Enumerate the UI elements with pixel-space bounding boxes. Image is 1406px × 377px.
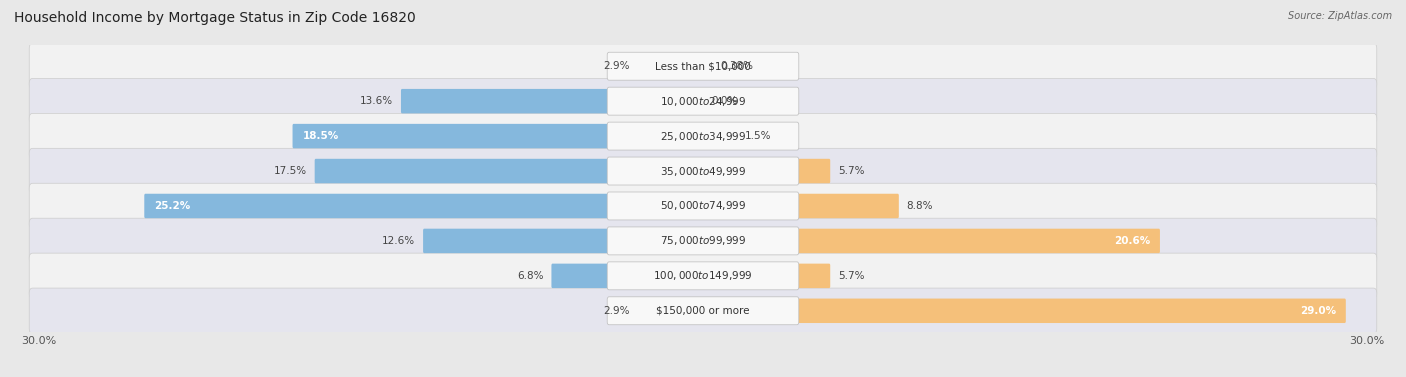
- FancyBboxPatch shape: [607, 52, 799, 80]
- Text: 29.0%: 29.0%: [1299, 306, 1336, 316]
- Text: 18.5%: 18.5%: [302, 131, 339, 141]
- FancyBboxPatch shape: [702, 299, 1346, 323]
- Text: 6.8%: 6.8%: [517, 271, 544, 281]
- Text: 2.9%: 2.9%: [603, 61, 630, 71]
- Text: 17.5%: 17.5%: [274, 166, 307, 176]
- FancyBboxPatch shape: [638, 299, 704, 323]
- Text: 2.9%: 2.9%: [603, 306, 630, 316]
- Text: $50,000 to $74,999: $50,000 to $74,999: [659, 199, 747, 213]
- FancyBboxPatch shape: [423, 229, 704, 253]
- Text: $35,000 to $49,999: $35,000 to $49,999: [659, 164, 747, 178]
- FancyBboxPatch shape: [702, 229, 1160, 253]
- Text: 12.6%: 12.6%: [382, 236, 415, 246]
- Text: Household Income by Mortgage Status in Zip Code 16820: Household Income by Mortgage Status in Z…: [14, 11, 416, 25]
- Text: Less than $10,000: Less than $10,000: [655, 61, 751, 71]
- Text: 20.6%: 20.6%: [1114, 236, 1150, 246]
- Text: 13.6%: 13.6%: [360, 96, 394, 106]
- FancyBboxPatch shape: [30, 148, 1376, 194]
- Text: 5.7%: 5.7%: [838, 166, 865, 176]
- Text: $150,000 or more: $150,000 or more: [657, 306, 749, 316]
- FancyBboxPatch shape: [30, 113, 1376, 159]
- Text: $10,000 to $24,999: $10,000 to $24,999: [659, 95, 747, 108]
- FancyBboxPatch shape: [30, 288, 1376, 334]
- FancyBboxPatch shape: [30, 253, 1376, 299]
- FancyBboxPatch shape: [607, 297, 799, 325]
- FancyBboxPatch shape: [401, 89, 704, 113]
- FancyBboxPatch shape: [30, 78, 1376, 124]
- FancyBboxPatch shape: [702, 124, 737, 148]
- FancyBboxPatch shape: [607, 87, 799, 115]
- FancyBboxPatch shape: [702, 159, 830, 183]
- FancyBboxPatch shape: [638, 54, 704, 78]
- FancyBboxPatch shape: [315, 159, 704, 183]
- FancyBboxPatch shape: [30, 218, 1376, 264]
- Text: $75,000 to $99,999: $75,000 to $99,999: [659, 234, 747, 247]
- FancyBboxPatch shape: [607, 122, 799, 150]
- FancyBboxPatch shape: [145, 194, 704, 218]
- FancyBboxPatch shape: [551, 264, 704, 288]
- FancyBboxPatch shape: [702, 54, 713, 78]
- FancyBboxPatch shape: [30, 43, 1376, 89]
- Text: 0.0%: 0.0%: [711, 96, 738, 106]
- FancyBboxPatch shape: [292, 124, 704, 148]
- Text: 8.8%: 8.8%: [907, 201, 934, 211]
- Text: Source: ZipAtlas.com: Source: ZipAtlas.com: [1288, 11, 1392, 21]
- FancyBboxPatch shape: [607, 227, 799, 255]
- Text: $25,000 to $34,999: $25,000 to $34,999: [659, 130, 747, 143]
- Text: 25.2%: 25.2%: [155, 201, 190, 211]
- FancyBboxPatch shape: [702, 264, 830, 288]
- Text: $100,000 to $149,999: $100,000 to $149,999: [654, 269, 752, 282]
- Text: 0.38%: 0.38%: [720, 61, 754, 71]
- Text: 5.7%: 5.7%: [838, 271, 865, 281]
- FancyBboxPatch shape: [607, 157, 799, 185]
- FancyBboxPatch shape: [607, 262, 799, 290]
- FancyBboxPatch shape: [702, 194, 898, 218]
- FancyBboxPatch shape: [30, 183, 1376, 229]
- FancyBboxPatch shape: [607, 192, 799, 220]
- Text: 1.5%: 1.5%: [745, 131, 772, 141]
